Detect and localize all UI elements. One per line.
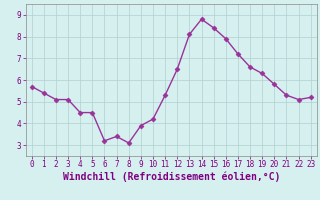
X-axis label: Windchill (Refroidissement éolien,°C): Windchill (Refroidissement éolien,°C) [62,172,280,182]
